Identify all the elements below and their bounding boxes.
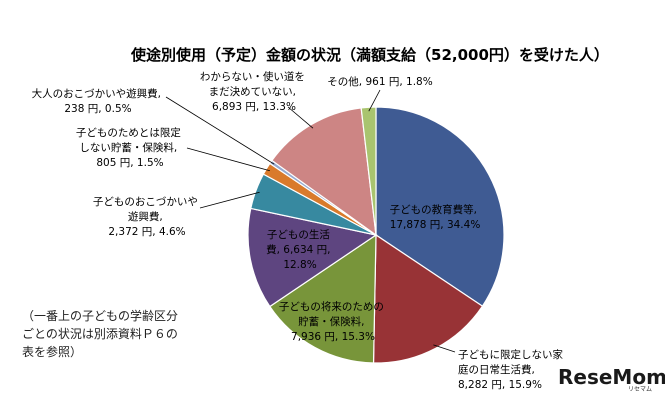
leader-line-daily xyxy=(433,344,456,353)
pie-slice-living xyxy=(247,207,378,308)
leader-lines xyxy=(165,89,456,353)
pie-slices xyxy=(247,106,505,364)
label-savings: 子どものためとは限定 しない貯蓄・保険料, 805 円, 1.5% xyxy=(76,126,184,169)
pie-slice-future xyxy=(268,233,377,364)
chart-title: 使途別使用（予定）金額の状況（満額支給（52,000円）を受けた人） xyxy=(130,46,609,64)
note-text: （一番上の子どもの学齢区分 ごとの状況は別添資料Ｐ６の 表を参照） xyxy=(22,308,182,359)
resemom-logo: ReseMom リセマム xyxy=(558,365,665,393)
label-living: 子どもの生活 費, 6,634 円, 12.8% xyxy=(266,228,334,271)
pie-slice-daily xyxy=(372,233,484,364)
leader-line-savings xyxy=(186,147,271,172)
label-adult: 大人のおこづかいや遊興費, 238 円, 0.5% xyxy=(32,87,165,115)
watermark-text: ReseMom xyxy=(558,365,665,389)
watermark-sub: リセマム xyxy=(628,386,652,393)
pie-slice-other xyxy=(360,106,377,236)
leader-line-kids-pocket xyxy=(199,191,260,209)
label-other: その他, 961 円, 1.8% xyxy=(327,75,432,88)
label-future: 子どもの将来のための 貯蓄・保険料, 7,936 円, 15.3% xyxy=(279,301,387,343)
label-unknown: わからない・使い道を まだ決めていない, 6,893 円, 13.3% xyxy=(200,70,308,113)
label-education: 子どもの教育費等, 17,878 円, 34.4% xyxy=(390,203,481,231)
label-daily: 子どもに限定しない家 庭の日常生活費, 8,282 円, 15.9% xyxy=(458,348,566,391)
label-kids-pocket: 子どものおこづかいや 遊興費, 2,372 円, 4.6% xyxy=(93,196,201,238)
leader-line-other xyxy=(368,89,381,112)
leader-line-adult xyxy=(165,96,275,165)
leader-line-unknown xyxy=(287,106,314,129)
pie-slice-unknown xyxy=(271,107,377,237)
